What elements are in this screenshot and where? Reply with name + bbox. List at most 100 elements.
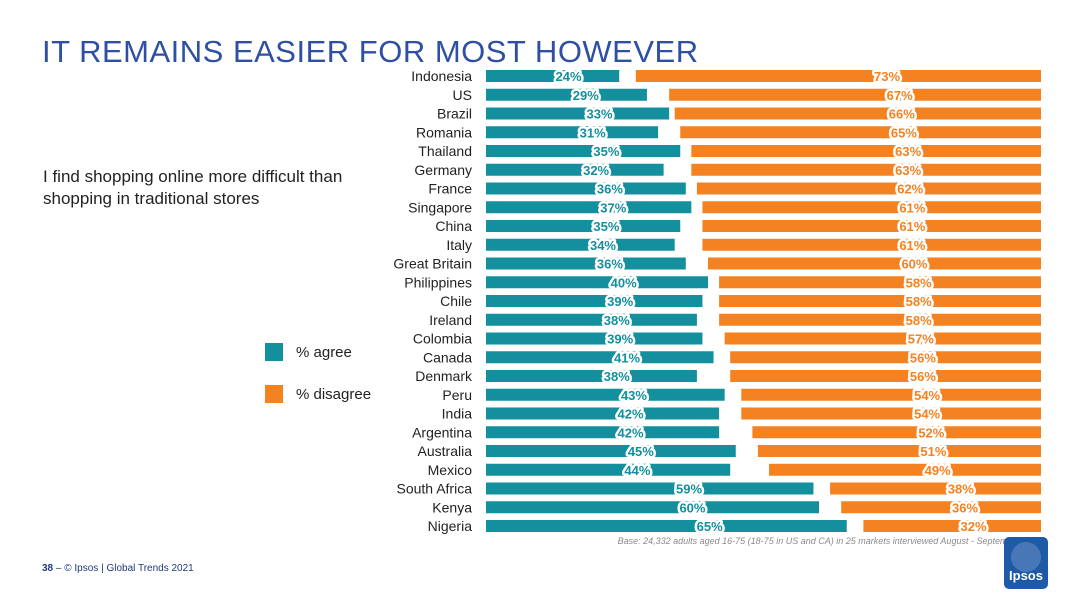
- agree-bar-india: [486, 407, 720, 420]
- agree-value-singapore: 37%: [600, 200, 626, 215]
- legend-label-agree: % agree: [296, 344, 352, 361]
- category-label-brazil: Brazil: [437, 106, 472, 122]
- agree-bar-south-africa: [486, 482, 814, 495]
- category-label-india: India: [442, 406, 473, 422]
- category-label-australia: Australia: [418, 443, 473, 459]
- category-label-italy: Italy: [446, 237, 472, 253]
- agree-value-argentina: 42%: [618, 425, 644, 440]
- base-note: Base: 24,332 adults aged 16-75 (18-75 in…: [617, 536, 1043, 546]
- agree-value-mexico: 44%: [624, 463, 650, 478]
- disagree-bar-peru: [741, 388, 1041, 401]
- category-label-chile: Chile: [440, 293, 472, 309]
- category-label-great-britain: Great Britain: [393, 256, 472, 272]
- disagree-bar-nigeria: [863, 520, 1041, 532]
- disagree-bar-denmark: [730, 370, 1041, 382]
- category-label-denmark: Denmark: [415, 368, 473, 384]
- agree-bar-germany: [486, 163, 664, 176]
- disagree-bar-chile: [719, 295, 1041, 307]
- agree-value-india: 42%: [618, 407, 644, 422]
- disagree-bar-us: [669, 88, 1041, 101]
- disagree-bar-india: [741, 407, 1041, 420]
- agree-bar-denmark: [486, 370, 697, 382]
- disagree-value-argentina: 52%: [918, 425, 944, 440]
- legend-label-disagree: % disagree: [296, 386, 372, 403]
- footer: 38 – © Ipsos | Global Trends 2021: [42, 563, 194, 574]
- disagree-bar-australia: [757, 445, 1041, 457]
- category-label-nigeria: Nigeria: [428, 518, 473, 534]
- disagree-value-thailand: 63%: [895, 144, 921, 159]
- disagree-value-singapore: 61%: [899, 200, 925, 215]
- disagree-value-mexico: 49%: [925, 463, 951, 478]
- legend-swatch-disagree: [265, 385, 283, 403]
- agree-value-us: 29%: [573, 88, 599, 103]
- agree-value-great-britain: 36%: [597, 257, 623, 272]
- agree-value-philippines: 40%: [611, 275, 637, 290]
- agree-bar-thailand: [486, 145, 681, 157]
- category-label-indonesia: Indonesia: [411, 68, 472, 84]
- diverging-bar-chart: Indonesia 24% 73% US 29% 67% Brazil 33% 66% Roman…: [393, 68, 1041, 534]
- agree-value-romania: 31%: [580, 125, 606, 140]
- disagree-value-south-africa: 38%: [948, 482, 974, 497]
- disagree-value-philippines: 58%: [906, 275, 932, 290]
- agree-value-brazil: 33%: [587, 107, 613, 122]
- disagree-value-kenya: 36%: [952, 500, 978, 515]
- disagree-value-romania: 65%: [891, 125, 917, 140]
- agree-bar-kenya: [486, 501, 819, 514]
- category-label-south-africa: South Africa: [397, 481, 473, 497]
- agree-bar-indonesia: [486, 70, 620, 82]
- category-label-peru: Peru: [442, 387, 472, 403]
- disagree-value-france: 62%: [897, 182, 923, 197]
- logo-text: Ipsos: [1009, 568, 1043, 583]
- agree-bar-ireland: [486, 313, 697, 326]
- disagree-value-peru: 54%: [914, 388, 940, 403]
- disagree-value-india: 54%: [914, 407, 940, 422]
- agree-value-peru: 43%: [621, 388, 647, 403]
- agree-bar-china: [486, 220, 681, 232]
- agree-bar-nigeria: [486, 520, 847, 532]
- disagree-bar-argentina: [752, 426, 1041, 439]
- agree-value-china: 35%: [593, 219, 619, 234]
- disagree-value-colombia: 57%: [908, 332, 934, 347]
- disagree-bar-italy: [702, 238, 1041, 251]
- disagree-bar-indonesia: [635, 70, 1041, 82]
- disagree-bar-brazil: [674, 107, 1041, 120]
- category-label-philippines: Philippines: [404, 274, 472, 290]
- agree-bar-peru: [486, 388, 725, 401]
- agree-value-south-africa: 59%: [676, 482, 702, 497]
- disagree-value-germany: 63%: [895, 163, 921, 178]
- disagree-bar-singapore: [702, 201, 1041, 214]
- disagree-value-great-britain: 60%: [901, 257, 927, 272]
- category-label-france: France: [428, 181, 472, 197]
- agree-value-france: 36%: [597, 182, 623, 197]
- agree-bar-chile: [486, 295, 703, 307]
- disagree-bar-great-britain: [708, 257, 1041, 270]
- category-label-thailand: Thailand: [418, 143, 472, 159]
- category-label-argentina: Argentina: [412, 424, 472, 440]
- disagree-value-nigeria: 32%: [960, 519, 986, 534]
- disagree-bar-philippines: [719, 276, 1041, 289]
- disagree-bar-mexico: [769, 463, 1041, 476]
- disagree-bar-south-africa: [830, 482, 1041, 495]
- disagree-bar-germany: [691, 163, 1041, 176]
- category-label-ireland: Ireland: [429, 312, 472, 328]
- agree-value-chile: 39%: [607, 294, 633, 309]
- disagree-value-canada: 56%: [910, 350, 936, 365]
- category-label-colombia: Colombia: [413, 331, 472, 347]
- disagree-bar-ireland: [719, 313, 1041, 326]
- agree-bar-philippines: [486, 276, 708, 289]
- disagree-bar-china: [702, 220, 1041, 232]
- agree-value-denmark: 38%: [604, 369, 630, 384]
- disagree-value-chile: 58%: [906, 294, 932, 309]
- disagree-value-denmark: 56%: [910, 369, 936, 384]
- agree-bar-romania: [486, 126, 659, 139]
- agree-bar-brazil: [486, 107, 670, 120]
- disagree-value-us: 67%: [887, 88, 913, 103]
- disagree-value-italy: 61%: [899, 238, 925, 253]
- agree-bar-singapore: [486, 201, 692, 214]
- category-label-mexico: Mexico: [428, 462, 473, 478]
- category-label-singapore: Singapore: [408, 199, 472, 215]
- ipsos-logo: Ipsos: [1004, 537, 1048, 589]
- agree-value-nigeria: 65%: [697, 519, 723, 534]
- agree-value-indonesia: 24%: [556, 69, 582, 84]
- category-label-kenya: Kenya: [432, 499, 472, 515]
